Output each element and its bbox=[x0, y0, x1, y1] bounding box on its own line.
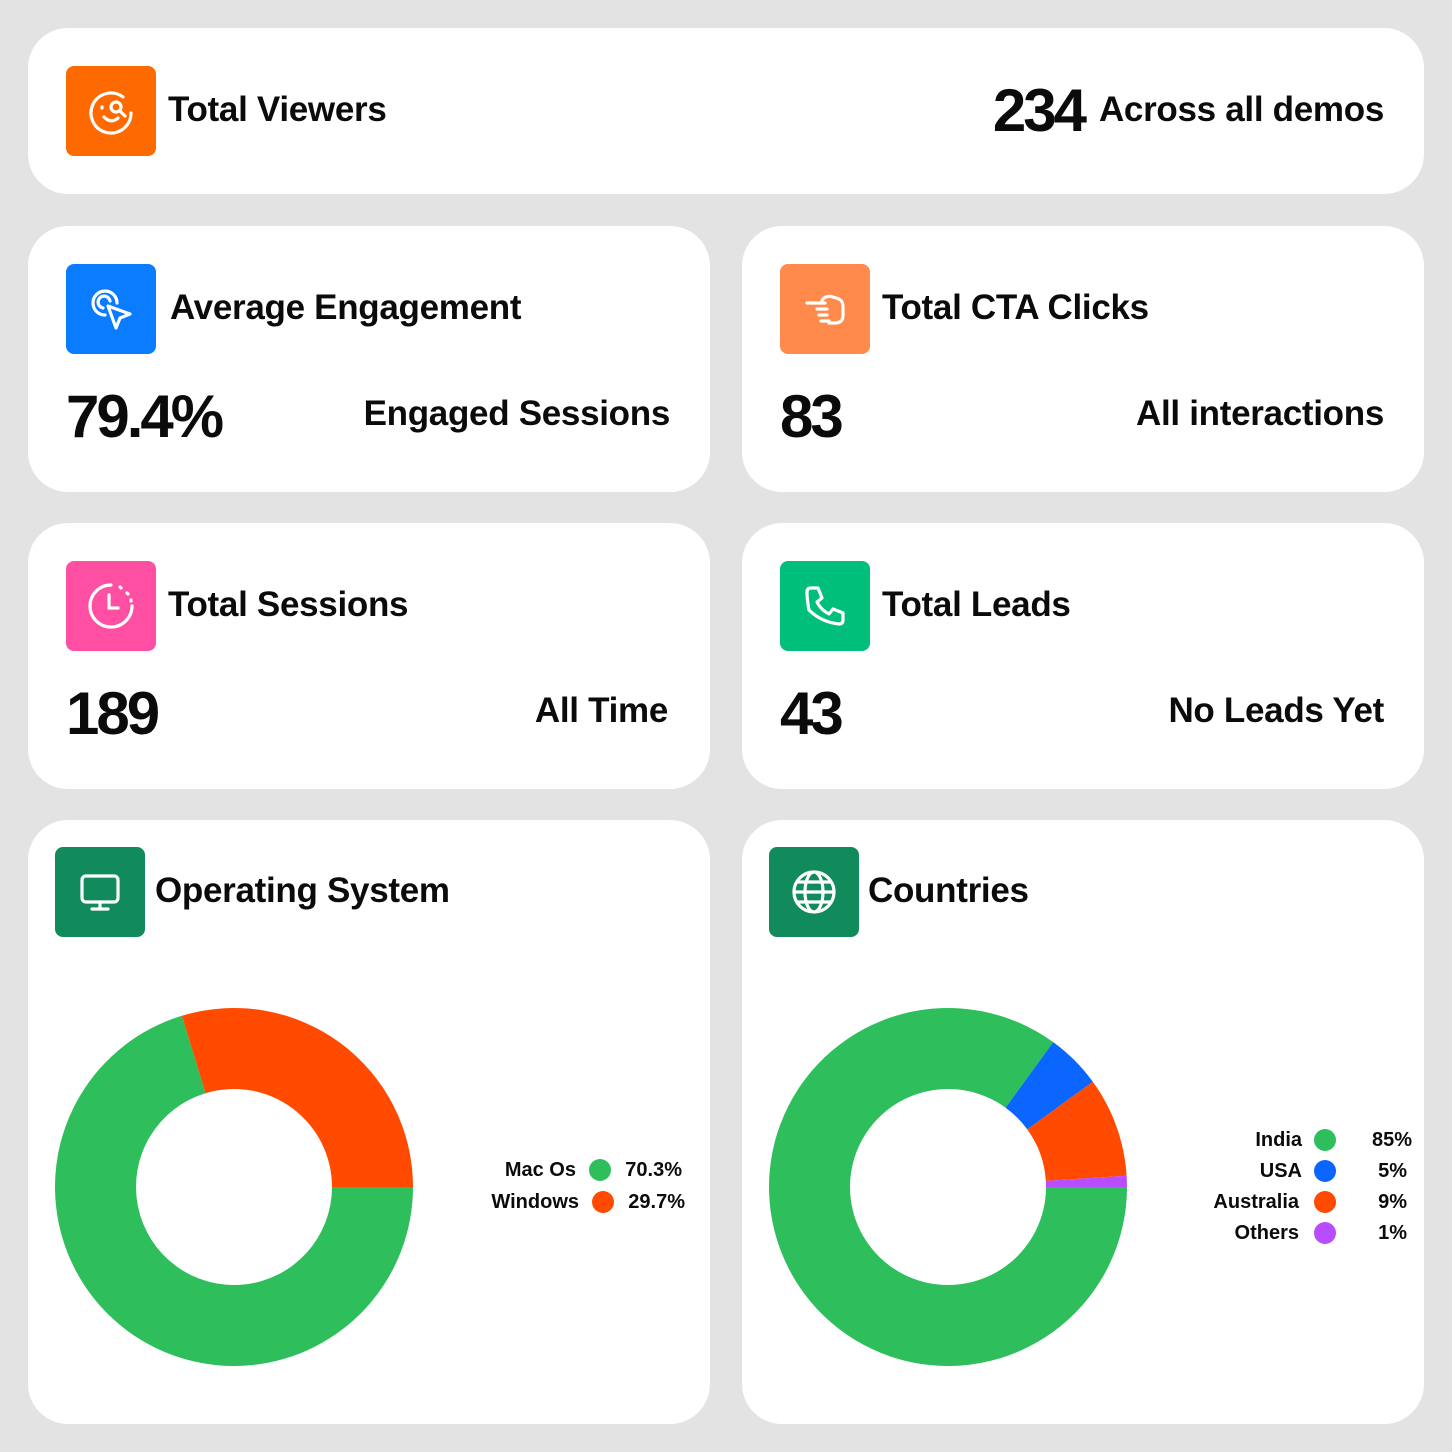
total-leads-value: 43 bbox=[780, 680, 844, 747]
os-legend: Mac Os 70.3% Windows 29.7% bbox=[468, 1156, 688, 1226]
donut-slice-australia[interactable] bbox=[1027, 1081, 1127, 1181]
legend-label: Windows bbox=[491, 1190, 579, 1213]
countries-donut-chart bbox=[769, 1008, 1127, 1366]
total-viewers-subtitle: Across all demos bbox=[1098, 90, 1384, 129]
donut-slice-windows[interactable] bbox=[181, 1008, 413, 1187]
total-sessions-subtitle: All Time bbox=[534, 691, 668, 730]
legend-value: 85% bbox=[1371, 1128, 1412, 1151]
countries-card: Countries India 85% USA 5% Australia 9% … bbox=[742, 820, 1424, 1424]
legend-item: India 85% bbox=[1182, 1126, 1412, 1154]
donut-slice-others[interactable] bbox=[1045, 1175, 1127, 1187]
legend-swatch bbox=[1314, 1160, 1336, 1182]
operating-system-card: Operating System Mac Os 70.3% Windows 29… bbox=[28, 820, 710, 1424]
legend-value: 9% bbox=[1378, 1190, 1407, 1213]
legend-swatch bbox=[1314, 1129, 1336, 1151]
pointing-hand-icon bbox=[780, 264, 870, 354]
total-leads-subtitle: No Leads Yet bbox=[1168, 691, 1384, 730]
average-engagement-title: Average Engagement bbox=[170, 288, 522, 327]
countries-title: Countries bbox=[868, 871, 1029, 910]
legend-value: 5% bbox=[1378, 1159, 1407, 1182]
total-viewers-card: Total Viewers 234 Across all demos bbox=[28, 28, 1424, 194]
clock-icon bbox=[66, 561, 156, 651]
donut-slice-mac-os[interactable] bbox=[55, 1015, 413, 1366]
legend-label: Mac Os bbox=[504, 1158, 576, 1181]
legend-value: 1% bbox=[1378, 1221, 1407, 1244]
total-sessions-value: 189 bbox=[66, 680, 160, 747]
face-search-icon bbox=[66, 66, 156, 156]
average-engagement-card: Average Engagement 79.4% Engaged Session… bbox=[28, 226, 710, 492]
monitor-icon bbox=[55, 847, 145, 937]
os-donut-chart bbox=[55, 1008, 413, 1366]
operating-system-title: Operating System bbox=[155, 871, 450, 910]
total-sessions-card: Total Sessions 189 All Time bbox=[28, 523, 710, 789]
legend-item: Australia 9% bbox=[1182, 1188, 1407, 1216]
legend-label: India bbox=[1255, 1128, 1302, 1151]
cursor-click-icon bbox=[66, 264, 156, 354]
globe-icon bbox=[769, 847, 859, 937]
total-cta-clicks-title: Total CTA Clicks bbox=[882, 288, 1149, 327]
average-engagement-subtitle: Engaged Sessions bbox=[363, 394, 671, 433]
total-cta-clicks-value: 83 bbox=[780, 383, 844, 450]
total-cta-clicks-card: Total CTA Clicks 83 All interactions bbox=[742, 226, 1424, 492]
legend-item: USA 5% bbox=[1182, 1157, 1407, 1185]
donut-slice-usa[interactable] bbox=[1005, 1042, 1093, 1130]
legend-item: Windows 29.7% bbox=[468, 1188, 688, 1216]
legend-item: Others 1% bbox=[1182, 1219, 1407, 1247]
legend-swatch bbox=[1314, 1222, 1336, 1244]
countries-legend: India 85% USA 5% Australia 9% Others 1% bbox=[1182, 1126, 1412, 1256]
legend-value: 29.7% bbox=[628, 1190, 685, 1213]
legend-swatch bbox=[592, 1191, 614, 1213]
legend-label: Others bbox=[1234, 1221, 1299, 1244]
legend-swatch bbox=[589, 1159, 611, 1181]
legend-swatch bbox=[1314, 1191, 1336, 1213]
legend-label: Australia bbox=[1213, 1190, 1299, 1213]
legend-item: Mac Os 70.3% bbox=[468, 1156, 688, 1184]
phone-icon bbox=[780, 561, 870, 651]
total-leads-title: Total Leads bbox=[882, 585, 1071, 624]
donut-slice-india[interactable] bbox=[769, 1008, 1127, 1366]
total-viewers-value: 234 bbox=[992, 77, 1087, 144]
total-sessions-title: Total Sessions bbox=[168, 585, 409, 624]
total-viewers-title: Total Viewers bbox=[168, 90, 387, 129]
legend-value: 70.3% bbox=[625, 1158, 682, 1181]
total-leads-card: Total Leads 43 No Leads Yet bbox=[742, 523, 1424, 789]
legend-label: USA bbox=[1259, 1159, 1302, 1182]
total-cta-clicks-subtitle: All interactions bbox=[1135, 394, 1384, 433]
average-engagement-value: 79.4% bbox=[66, 383, 224, 450]
